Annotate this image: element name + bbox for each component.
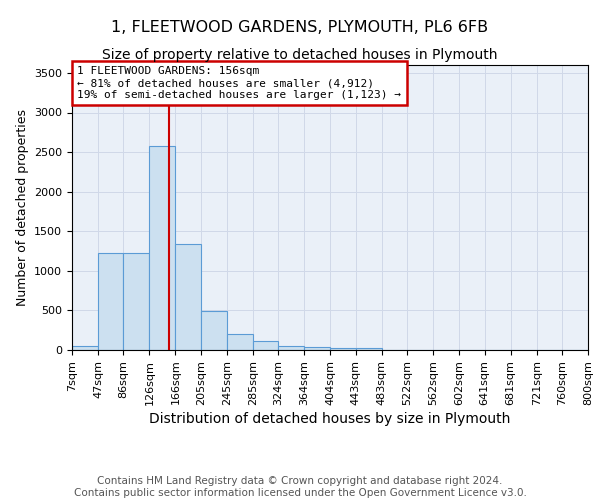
- Bar: [278, 346, 304, 350]
- Bar: [331, 348, 356, 350]
- Text: Contains HM Land Registry data © Crown copyright and database right 2024.
Contai: Contains HM Land Registry data © Crown c…: [74, 476, 526, 498]
- Text: 1 FLEETWOOD GARDENS: 156sqm
← 81% of detached houses are smaller (4,912)
19% of : 1 FLEETWOOD GARDENS: 156sqm ← 81% of det…: [77, 66, 401, 100]
- Bar: [175, 244, 201, 350]
- Bar: [304, 347, 331, 350]
- Bar: [253, 342, 278, 350]
- Bar: [227, 334, 253, 350]
- Bar: [201, 311, 227, 350]
- Y-axis label: Number of detached properties: Number of detached properties: [16, 109, 29, 306]
- X-axis label: Distribution of detached houses by size in Plymouth: Distribution of detached houses by size …: [149, 412, 511, 426]
- Bar: [98, 252, 124, 350]
- Text: Size of property relative to detached houses in Plymouth: Size of property relative to detached ho…: [102, 48, 498, 62]
- Bar: [149, 146, 175, 350]
- Bar: [124, 252, 149, 350]
- Bar: [356, 348, 382, 350]
- Text: 1, FLEETWOOD GARDENS, PLYMOUTH, PL6 6FB: 1, FLEETWOOD GARDENS, PLYMOUTH, PL6 6FB: [112, 20, 488, 35]
- Bar: [72, 346, 98, 350]
